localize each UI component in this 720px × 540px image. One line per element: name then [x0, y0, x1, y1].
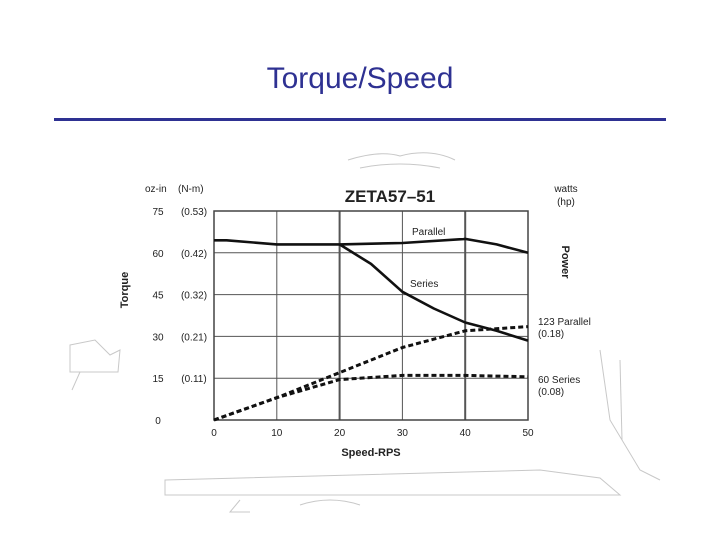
- y2-axis-title: Power: [559, 245, 571, 279]
- x-tick-label: 20: [334, 428, 346, 439]
- y-tick-label: 15: [152, 374, 164, 385]
- x-tick-label: 50: [522, 428, 534, 439]
- y-tick-label: 45: [152, 291, 164, 302]
- series-label-bg: [408, 277, 450, 290]
- y-unit-primary: oz-in: [145, 184, 167, 195]
- series-lines: [213, 237, 529, 422]
- series-sublabel-3: (0.08): [538, 387, 564, 398]
- x-tick-label: 10: [271, 428, 283, 439]
- x-tick-label: 0: [211, 428, 217, 439]
- series-sublabel-2: (0.18): [538, 329, 564, 340]
- series-label-bg: [410, 225, 464, 238]
- x-tick-labels: 0 10 20 30 40 50: [211, 428, 534, 439]
- y2-unit-primary: watts: [553, 184, 577, 195]
- y2-unit-secondary: (hp): [557, 197, 575, 208]
- y-tick-label-nm: (0.11): [181, 374, 206, 385]
- series-label-0: Parallel: [412, 227, 445, 238]
- y-tick-label-nm: (0.21): [181, 332, 207, 343]
- y-tick-label-nm: (0.53): [181, 207, 207, 218]
- series-line-0: [214, 237, 529, 255]
- y-tick-labels: 0 15 (0.11) 30 (0.21) 45 (0.32) 60 (0.42) 75 (0.53…: [152, 207, 207, 427]
- x-axis-title: Speed-RPS: [341, 447, 400, 459]
- series-labels: Parallel Series 123 Parallel(0.18) 60 Serie…: [408, 225, 591, 398]
- y-tick-label: 0: [155, 416, 161, 427]
- slide-title: Torque/Speed: [266, 62, 454, 95]
- background-sketch: [69, 152, 661, 513]
- series-line-1: [338, 243, 529, 342]
- title-divider: [54, 118, 666, 121]
- y-axis-title: Torque: [119, 272, 131, 308]
- series-label-3: 60 Series: [538, 375, 580, 386]
- plot-frame: [213, 210, 529, 421]
- y-tick-label-nm: (0.42): [181, 249, 207, 260]
- series-label-2: 123 Parallel: [538, 317, 591, 328]
- chart-title: ZETA57–51: [345, 187, 435, 206]
- y-unit-secondary: (N-m): [178, 184, 204, 195]
- plot-border: [213, 210, 529, 421]
- y-tick-label: 30: [152, 332, 164, 343]
- series-line-3: [213, 373, 529, 422]
- series-label-1: Series: [410, 279, 438, 290]
- y-tick-label: 75: [152, 207, 164, 218]
- x-tick-label: 40: [460, 428, 472, 439]
- y-tick-label: 60: [152, 249, 164, 260]
- series-line-2: [213, 325, 529, 422]
- x-tick-label: 30: [397, 428, 409, 439]
- y-tick-label-nm: (0.32): [181, 291, 207, 302]
